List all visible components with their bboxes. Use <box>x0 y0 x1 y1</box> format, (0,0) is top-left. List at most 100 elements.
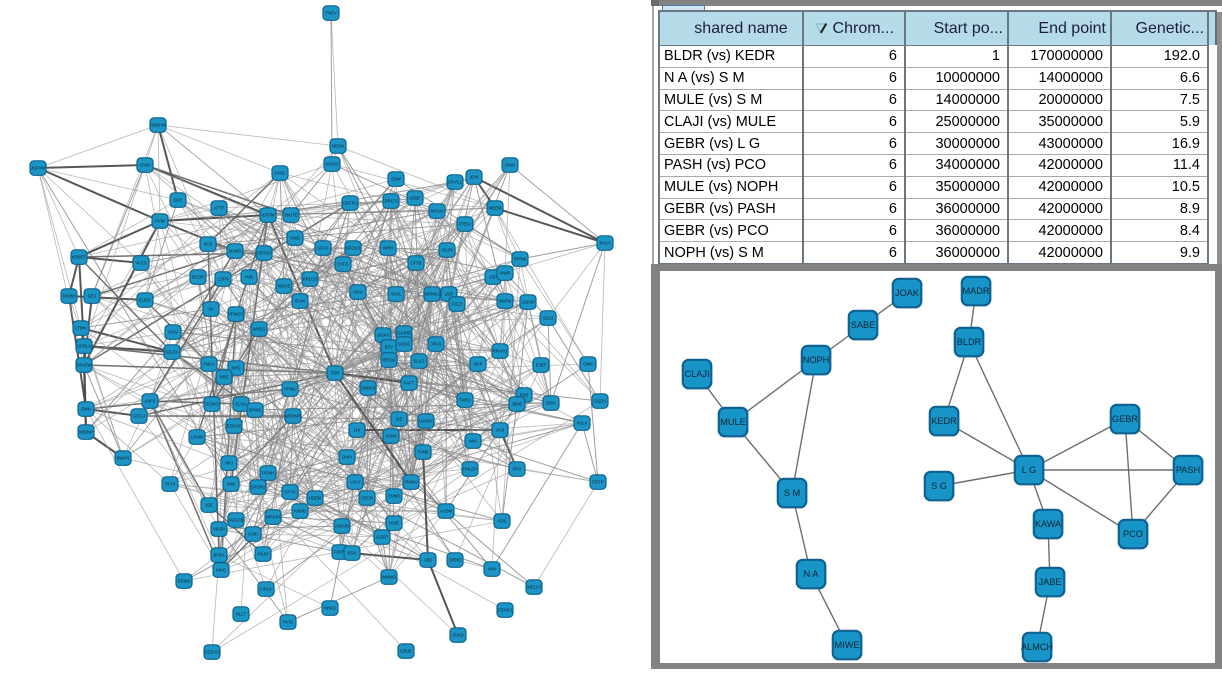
svg-text:LNFS: LNFS <box>145 399 156 404</box>
svg-text:GJVRB: GJVRB <box>397 331 411 336</box>
svg-text:SMMUI: SMMUI <box>361 386 375 391</box>
svg-text:PASH: PASH <box>1176 465 1200 475</box>
svg-text:CLAJI: CLAJI <box>684 369 709 379</box>
svg-text:HBDHM: HBDHM <box>150 123 166 128</box>
svg-text:JBVE: JBVE <box>512 402 523 407</box>
svg-text:GWD: GWD <box>290 236 300 241</box>
svg-text:JIGAV: JIGAV <box>377 333 389 338</box>
svg-text:CRTSV: CRTSV <box>257 251 271 256</box>
svg-text:N A: N A <box>804 569 820 579</box>
svg-text:ATTT: ATTT <box>214 206 225 211</box>
svg-text:BSIV: BSIV <box>347 551 357 556</box>
svg-text:EIBV: EIBV <box>546 401 556 406</box>
svg-text:WNES: WNES <box>253 327 266 332</box>
svg-text:NRKU: NRKU <box>324 606 336 611</box>
svg-text:VJAJ: VJAJ <box>350 480 360 485</box>
svg-text:BFWG: BFWG <box>249 408 262 413</box>
svg-text:MAU: MAU <box>353 290 362 295</box>
svg-text:NWR: NWR <box>500 271 510 276</box>
svg-text:FAFT: FAFT <box>404 381 415 386</box>
svg-text:PIUD: PIUD <box>258 552 268 557</box>
svg-text:VBJDI: VBJDI <box>213 527 225 532</box>
svg-text:JPGS: JPGS <box>431 342 442 347</box>
svg-text:GTVV: GTVV <box>284 490 296 495</box>
svg-text:MADR: MADR <box>962 286 989 296</box>
svg-text:PFO: PFO <box>513 467 522 472</box>
svg-text:BEGN: BEGN <box>383 358 395 363</box>
svg-text:RRE: RRE <box>220 375 229 380</box>
svg-text:KDBET: KDBET <box>72 255 86 260</box>
svg-text:ANSL: ANSL <box>391 292 403 297</box>
svg-text:GDGJ: GDGJ <box>133 414 145 419</box>
svg-text:VFCS: VFCS <box>135 261 146 266</box>
svg-text:CVIV: CVIV <box>168 330 178 335</box>
svg-text:IGE: IGE <box>205 503 212 508</box>
svg-text:FGTP: FGTP <box>592 480 603 485</box>
svg-text:IEHI: IEHI <box>470 175 478 180</box>
svg-text:MFLW: MFLW <box>431 209 443 214</box>
svg-text:HAH: HAH <box>488 567 497 572</box>
svg-text:TVME: TVME <box>417 450 429 455</box>
svg-text:MAMS: MAMS <box>229 249 242 254</box>
svg-text:NPJ: NPJ <box>225 461 233 466</box>
svg-text:GODC: GODC <box>398 342 411 347</box>
svg-text:AUDM: AUDM <box>440 509 453 514</box>
svg-text:WRWU: WRWU <box>425 292 439 297</box>
svg-text:WEKMR: WEKMR <box>285 414 301 419</box>
svg-text:CFTB: CFTB <box>411 261 422 266</box>
svg-text:SABE: SABE <box>851 320 876 330</box>
svg-text:IDTFM: IDTFM <box>262 213 275 218</box>
svg-text:EJBT: EJBT <box>536 363 547 368</box>
svg-text:VVOL: VVOL <box>274 171 286 176</box>
svg-text:LHI: LHI <box>354 428 361 433</box>
svg-text:UDBF: UDBF <box>409 196 421 201</box>
svg-text:BVLH: BVLH <box>600 241 611 246</box>
svg-text:VFMOC: VFMOC <box>228 312 243 317</box>
svg-text:DDC: DDC <box>173 198 182 203</box>
svg-text:ILNH: ILNH <box>248 532 258 537</box>
svg-text:SIE: SIE <box>396 417 403 422</box>
svg-text:NCP: NCP <box>474 362 483 367</box>
svg-text:TNEV: TNEV <box>325 11 336 16</box>
svg-text:PCNH: PCNH <box>262 471 274 476</box>
svg-text:JABE: JABE <box>1039 577 1062 587</box>
svg-text:PTEIA: PTEIA <box>459 222 471 227</box>
svg-text:AUHCI: AUHCI <box>325 162 338 167</box>
svg-text:WIDNP: WIDNP <box>79 430 93 435</box>
svg-text:WKG: WKG <box>216 568 226 573</box>
svg-text:EMN: EMN <box>81 407 90 412</box>
svg-text:UJKBV: UJKBV <box>419 419 433 424</box>
svg-text:MELVJ: MELVJ <box>527 585 540 590</box>
svg-text:UOF: UOF <box>445 292 454 297</box>
svg-text:UFAS: UFAS <box>318 246 329 251</box>
svg-text:KRLUS: KRLUS <box>303 277 317 282</box>
svg-text:RFHI: RFHI <box>165 482 175 487</box>
svg-text:FOR: FOR <box>331 371 340 376</box>
svg-text:HDEM: HDEM <box>309 496 322 501</box>
svg-text:CGEP: CGEP <box>376 535 388 540</box>
svg-text:IASW: IASW <box>386 434 397 439</box>
svg-text:UPBLA: UPBLA <box>77 344 91 349</box>
svg-text:LRAW: LRAW <box>191 435 203 440</box>
svg-text:NRJVH: NRJVH <box>266 515 280 520</box>
svg-text:FHB: FHB <box>520 393 529 398</box>
svg-text:BWKN: BWKN <box>117 456 130 461</box>
svg-text:TARO: TARO <box>459 398 471 403</box>
svg-text:KAWA: KAWA <box>1035 519 1062 529</box>
svg-text:MIWE: MIWE <box>834 640 859 650</box>
svg-text:NPG: NPG <box>231 366 240 371</box>
svg-text:DRLTJ: DRLTJ <box>385 199 398 204</box>
svg-text:VULK: VULK <box>577 421 588 426</box>
svg-text:VNJTE: VNJTE <box>284 213 297 218</box>
svg-text:ELNA: ELNA <box>236 402 247 407</box>
svg-text:CUKD: CUKD <box>452 633 464 638</box>
svg-text:DDFRJ: DDFRJ <box>343 201 357 206</box>
svg-text:OHKI: OHKI <box>342 455 352 460</box>
svg-text:S G: S G <box>931 481 947 491</box>
svg-text:FMLA: FMLA <box>203 362 214 367</box>
svg-text:LTWV: LTWV <box>75 326 87 331</box>
svg-text:CVCC: CVCC <box>337 262 349 267</box>
svg-text:PVW: PVW <box>155 219 165 224</box>
svg-text:BFBA: BFBA <box>214 553 225 558</box>
svg-text:AUGCB: AUGCB <box>229 518 244 523</box>
